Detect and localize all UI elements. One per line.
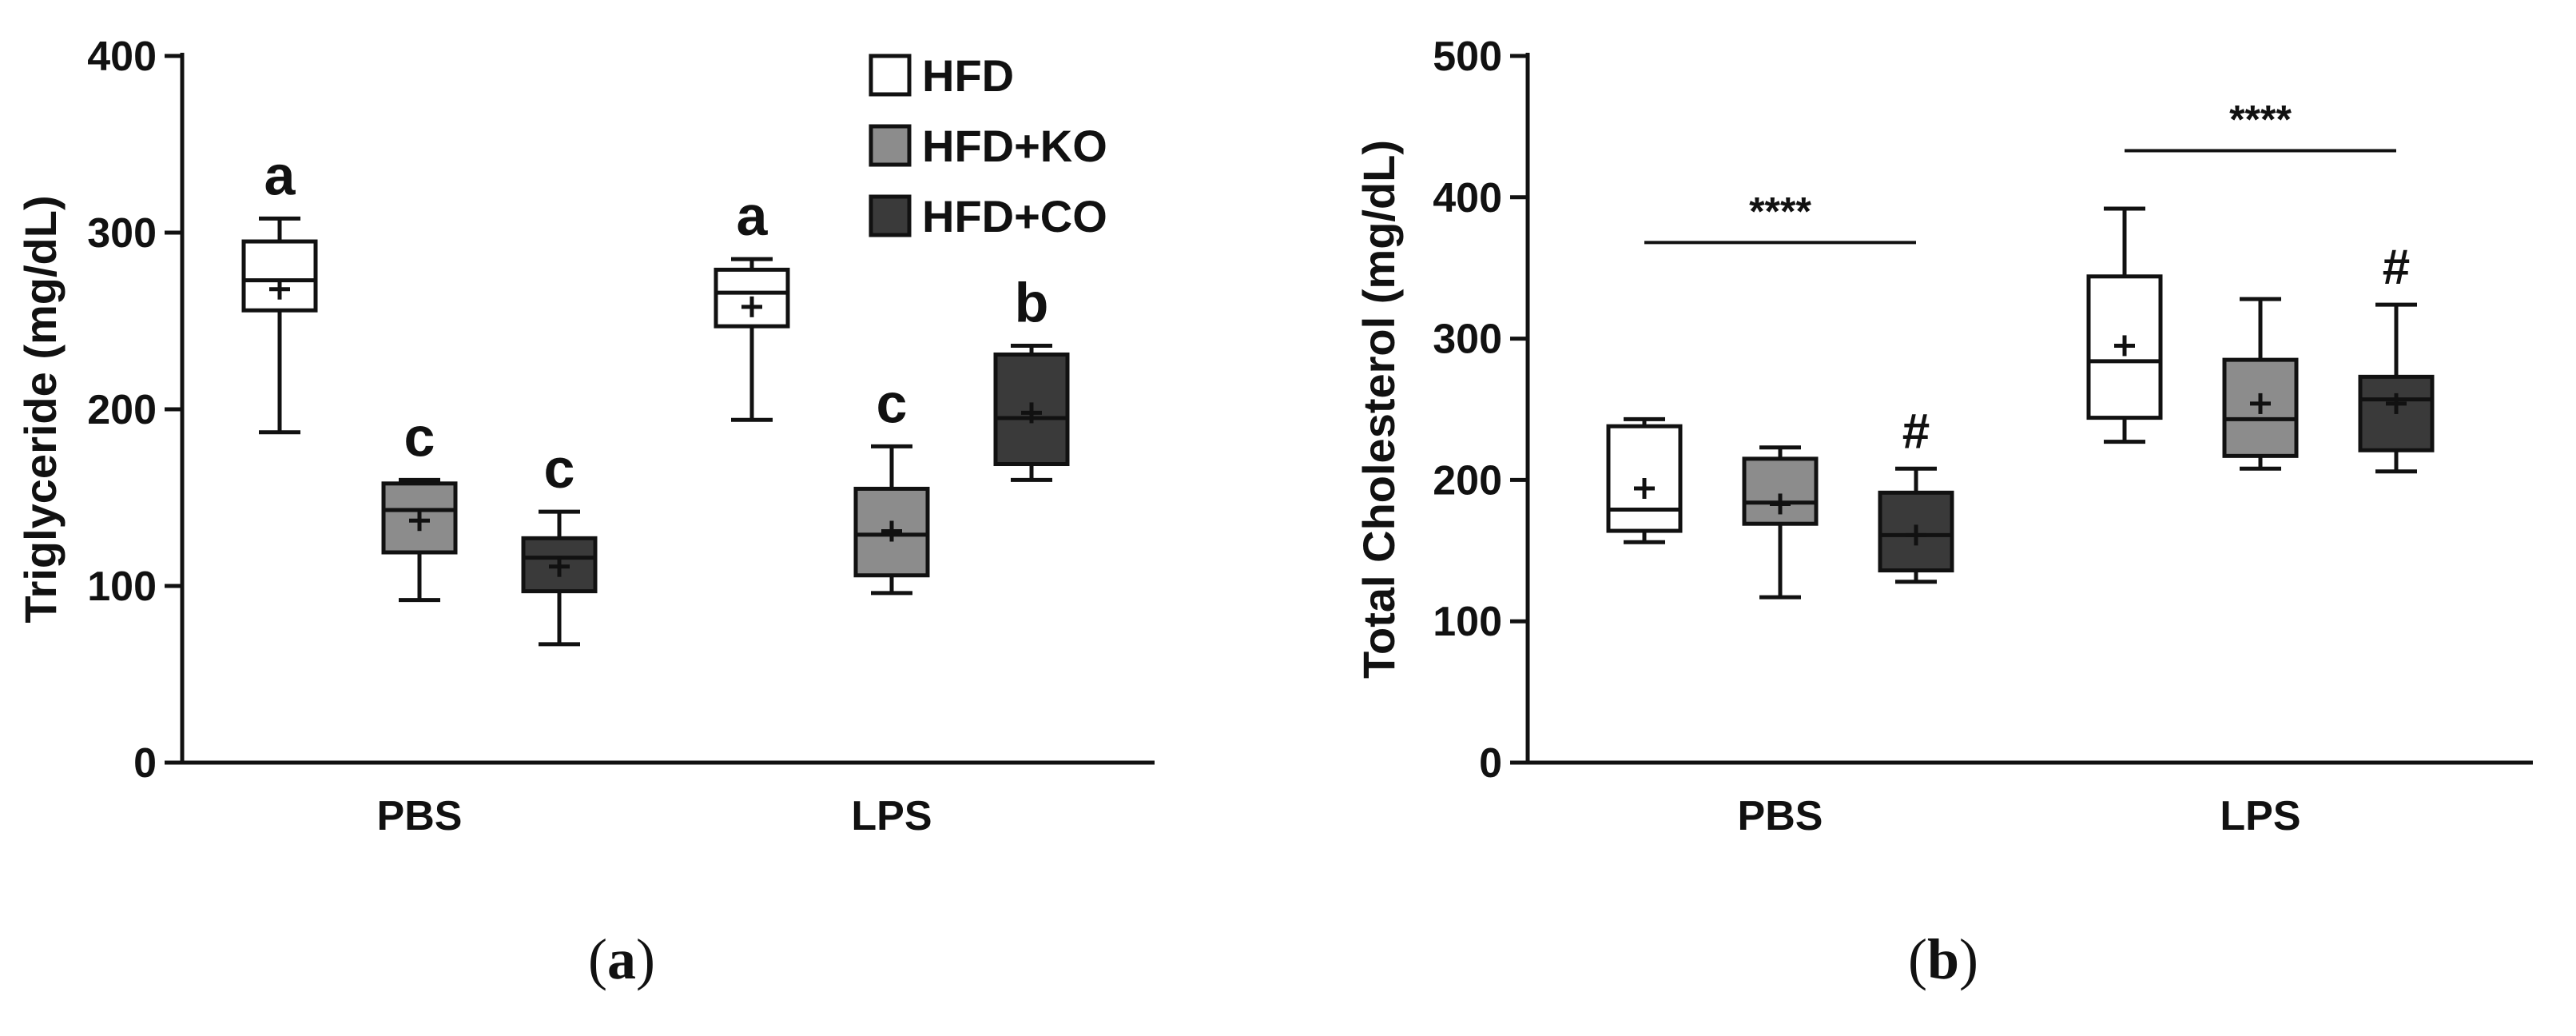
y-tick-label: 0: [133, 740, 157, 787]
group-letter: c: [404, 405, 435, 468]
group-letter: c: [544, 437, 575, 500]
box-hfd-co-lps: #: [2358, 240, 2435, 474]
box-hfd-pbs: [1606, 416, 1683, 544]
box-hfd-co-lps: b: [993, 271, 1070, 482]
y-axis-title: Total Cholesterol (mg/dL): [1354, 140, 1404, 679]
significance-hash: #: [1902, 404, 1930, 459]
panel-label: (a): [588, 927, 655, 991]
y-tick-label: 500: [1433, 34, 1502, 80]
box-hfd-ko-pbs: [1742, 445, 1819, 600]
box-hfd-lps: [2086, 206, 2163, 444]
box-hfd-co-pbs: c: [521, 437, 598, 647]
legend-swatch: [869, 54, 912, 97]
y-axis-title: Triglyceride (mg/dL): [15, 195, 66, 623]
y-tick-label: 200: [87, 387, 157, 433]
y-tick-label: 300: [87, 210, 157, 257]
x-category-label: PBS: [377, 793, 463, 839]
legend-label: HFD: [922, 50, 1014, 101]
box-hfd-lps: a: [714, 185, 790, 422]
x-category-label: LPS: [2220, 793, 2300, 839]
panel-label: (b): [1908, 927, 1978, 991]
group-letter: b: [1015, 271, 1049, 333]
y-tick-label: 100: [1433, 599, 1502, 645]
significance-stars: ****: [1749, 189, 1811, 233]
chart-panel-a: 0 100 200 300 400 Triglyceride (mg/dL) PBS LPS a…: [15, 34, 1155, 991]
y-tick-label: 200: [1433, 457, 1502, 504]
box-hfd-ko-pbs: c: [381, 405, 458, 603]
group-letter: a: [264, 144, 296, 206]
box-iqr: [241, 239, 318, 313]
y-tick-label: 300: [1433, 317, 1502, 363]
legend-swatch: [869, 194, 912, 237]
legend-label: HFD+CO: [922, 191, 1107, 241]
group-letter: c: [877, 372, 908, 434]
y-tick-label: 400: [87, 34, 157, 80]
group-letter: a: [737, 185, 769, 247]
box-hfd-pbs: a: [241, 144, 318, 435]
x-category-label: LPS: [851, 793, 932, 839]
y-tick-label: 0: [1479, 740, 1502, 787]
significance-hash: #: [2383, 240, 2410, 295]
box-hfd-ko-lps: c: [853, 372, 930, 596]
x-category-label: PBS: [1738, 793, 1823, 839]
y-tick-label: 400: [1433, 175, 1502, 221]
y-tick-label: 100: [87, 564, 157, 610]
legend: HFD HFD+KO HFD+CO: [869, 50, 1107, 241]
chart-panel-b: 0 100 200 300 400 500 Total Cholesterol (mg/dL…: [1354, 34, 2533, 991]
box-hfd-co-pbs: #: [1878, 404, 1954, 584]
legend-swatch: [869, 124, 912, 167]
box-hfd-ko-lps: [2222, 297, 2299, 471]
significance-stars: ****: [2229, 97, 2292, 141]
legend-label: HFD+KO: [922, 121, 1107, 171]
